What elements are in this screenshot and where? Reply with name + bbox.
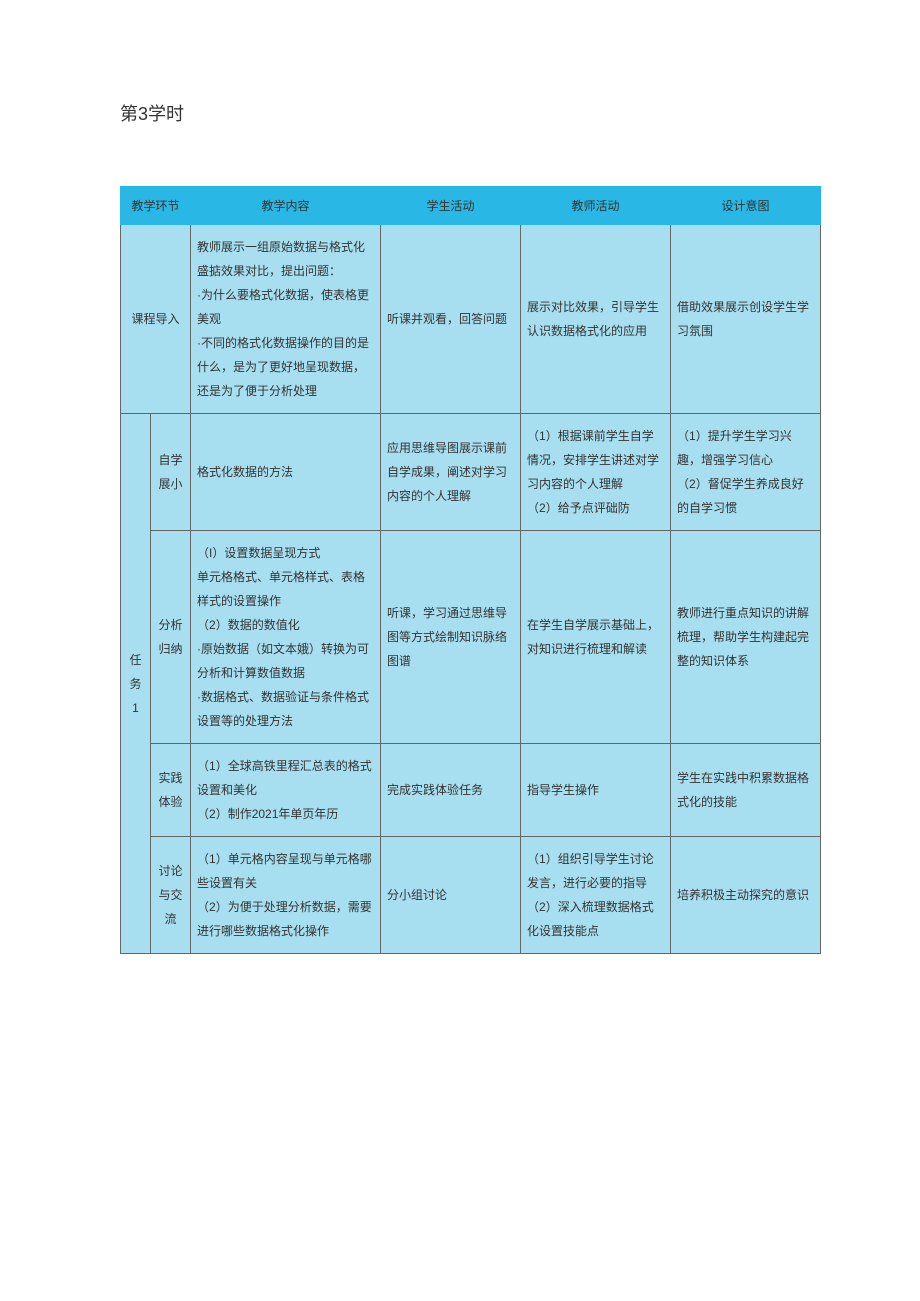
selfstudy-row: 任务1 自学展小 格式化数据的方法 应用思维导图展示课前自学成果，阐述对学习内容… (121, 414, 821, 531)
selfstudy-sub: 自学展小 (151, 414, 191, 531)
selfstudy-student: 应用思维导图展示课前自学成果，阐述对学习内容的个人理解 (381, 414, 521, 531)
intro-env: 课程导入 (121, 225, 191, 414)
discuss-design: 培养积极主动探究的意识 (671, 837, 821, 954)
discuss-teacher: （1）组织引导学生讨论发言，进行必要的指导（2）深入梳理数据格式化设置技能点 (521, 837, 671, 954)
practice-student: 完成实践体验任务 (381, 744, 521, 837)
intro-teacher: 展示对比效果，引导学生认识数据格式化的应用 (521, 225, 671, 414)
header-design: 设计意图 (671, 187, 821, 225)
lesson-plan-table: 教学环节 教学内容 学生活动 教师活动 设计意图 课程导入 教师展示一组原始数据… (120, 186, 821, 954)
discuss-student: 分小组讨论 (381, 837, 521, 954)
practice-row: 实践体验 （1）全球高铁里程汇总表的格式设置和美化（2）制作2021年单页年历 … (121, 744, 821, 837)
analysis-sub: 分析归纳 (151, 531, 191, 744)
document-page: 第3学时 教学环节 教学内容 学生活动 教师活动 设计意图 课程导入 教师展示一… (0, 0, 920, 1034)
selfstudy-content: 格式化数据的方法 (191, 414, 381, 531)
practice-content: （1）全球高铁里程汇总表的格式设置和美化（2）制作2021年单页年历 (191, 744, 381, 837)
discuss-sub: 讨论与交流 (151, 837, 191, 954)
practice-design: 学生在实践中积累数据格式化的技能 (671, 744, 821, 837)
analysis-content: （I）设置数据呈现方式单元格格式、单元格样式、表格样式的设置操作（2）数据的数值… (191, 531, 381, 744)
analysis-student: 听课，学习通过思维导图等方式绘制知识脉络图谱 (381, 531, 521, 744)
intro-design: 借助效果展示创设学生学习氛围 (671, 225, 821, 414)
discuss-content: （1）单元格内容呈现与单元格哪些设置有关（2）为便于处理分析数据，需要进行哪些数… (191, 837, 381, 954)
analysis-teacher: 在学生自学展示基础上，对知识进行梳理和解读 (521, 531, 671, 744)
intro-content: 教师展示一组原始数据与格式化盛掂效果对比，提出问题：·为什么要格式化数据，使表格… (191, 225, 381, 414)
practice-teacher: 指导学生操作 (521, 744, 671, 837)
intro-row: 课程导入 教师展示一组原始数据与格式化盛掂效果对比，提出问题：·为什么要格式化数… (121, 225, 821, 414)
header-env: 教学环节 (121, 187, 191, 225)
header-teacher: 教师活动 (521, 187, 671, 225)
header-content: 教学内容 (191, 187, 381, 225)
analysis-design: 教师进行重点知识的讲解梳理，帮助学生构建起完整的知识体系 (671, 531, 821, 744)
analysis-row: 分析归纳 （I）设置数据呈现方式单元格格式、单元格样式、表格样式的设置操作（2）… (121, 531, 821, 744)
selfstudy-design: （1）提升学生学习兴趣，增强学习信心（2）督促学生养成良好的自学习惯 (671, 414, 821, 531)
selfstudy-teacher: （1）根据课前学生自学情况，安排学生讲述对学习内容的个人理解（2）给予点评础防 (521, 414, 671, 531)
lesson-title: 第3学时 (120, 100, 800, 126)
header-row: 教学环节 教学内容 学生活动 教师活动 设计意图 (121, 187, 821, 225)
discuss-row: 讨论与交流 （1）单元格内容呈现与单元格哪些设置有关（2）为便于处理分析数据，需… (121, 837, 821, 954)
header-student: 学生活动 (381, 187, 521, 225)
task1-label: 任务1 (121, 414, 151, 954)
practice-sub: 实践体验 (151, 744, 191, 837)
intro-student: 听课并观看，回答问题 (381, 225, 521, 414)
